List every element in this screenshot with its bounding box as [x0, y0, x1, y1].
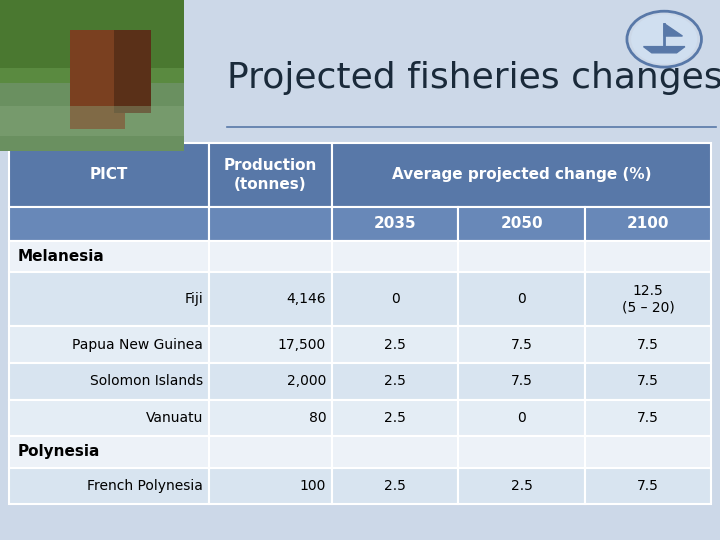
- Text: 2.5: 2.5: [384, 411, 406, 425]
- Circle shape: [631, 14, 698, 64]
- Bar: [209, 436, 332, 468]
- Text: 17,500: 17,500: [278, 338, 326, 352]
- Text: 2.5: 2.5: [384, 479, 406, 493]
- Bar: [9, 468, 209, 504]
- Bar: [0, 0, 184, 151]
- Bar: [585, 436, 711, 468]
- Text: Solomon Islands: Solomon Islands: [90, 374, 203, 388]
- Text: 2.5: 2.5: [384, 374, 406, 388]
- Bar: [332, 207, 459, 241]
- Bar: [9, 143, 209, 207]
- Bar: [209, 143, 332, 207]
- Text: 7.5: 7.5: [637, 338, 659, 352]
- Bar: [332, 241, 459, 272]
- Bar: [459, 363, 585, 400]
- Bar: [332, 326, 459, 363]
- Text: 2,000: 2,000: [287, 374, 326, 388]
- Text: 0: 0: [517, 411, 526, 425]
- Text: 7.5: 7.5: [637, 411, 659, 425]
- Bar: [9, 272, 209, 326]
- Text: 2035: 2035: [374, 217, 416, 231]
- Bar: [459, 241, 585, 272]
- Bar: [0, 0, 184, 68]
- Bar: [332, 468, 459, 504]
- Bar: [209, 272, 332, 326]
- Bar: [209, 326, 332, 363]
- Bar: [585, 272, 711, 326]
- Bar: [209, 400, 332, 436]
- Bar: [585, 241, 711, 272]
- Text: 4,146: 4,146: [287, 292, 326, 306]
- Bar: [9, 326, 209, 363]
- Bar: [0, 83, 184, 151]
- Bar: [70, 30, 125, 129]
- Text: Papua New Guinea: Papua New Guinea: [72, 338, 203, 352]
- Bar: [209, 241, 332, 272]
- Bar: [332, 143, 711, 207]
- Text: PICT: PICT: [89, 167, 128, 183]
- Bar: [459, 436, 585, 468]
- Text: Fiji: Fiji: [184, 292, 203, 306]
- Bar: [9, 207, 209, 241]
- Text: 2100: 2100: [627, 217, 670, 231]
- Text: 7.5: 7.5: [637, 479, 659, 493]
- Text: French Polynesia: French Polynesia: [87, 479, 203, 493]
- Bar: [9, 436, 209, 468]
- Bar: [459, 400, 585, 436]
- Text: Polynesia: Polynesia: [17, 444, 99, 460]
- Bar: [332, 363, 459, 400]
- Text: 80: 80: [308, 411, 326, 425]
- Bar: [332, 436, 459, 468]
- Text: 2.5: 2.5: [384, 338, 406, 352]
- Bar: [585, 207, 711, 241]
- Polygon shape: [644, 46, 685, 53]
- Bar: [9, 363, 209, 400]
- Text: Production
(tonnes): Production (tonnes): [224, 158, 317, 192]
- Polygon shape: [665, 24, 683, 36]
- Text: 7.5: 7.5: [510, 338, 533, 352]
- Bar: [332, 272, 459, 326]
- Bar: [209, 363, 332, 400]
- Text: Melanesia: Melanesia: [17, 249, 104, 264]
- Text: 7.5: 7.5: [510, 374, 533, 388]
- Bar: [585, 468, 711, 504]
- Bar: [585, 400, 711, 436]
- Bar: [585, 363, 711, 400]
- Bar: [9, 400, 209, 436]
- Text: Average projected change (%): Average projected change (%): [392, 167, 652, 183]
- Bar: [585, 326, 711, 363]
- Bar: [9, 241, 209, 272]
- Text: 100: 100: [300, 479, 326, 493]
- Text: 2050: 2050: [500, 217, 543, 231]
- Bar: [459, 468, 585, 504]
- Bar: [114, 30, 150, 113]
- Text: Projected fisheries changes: Projected fisheries changes: [227, 62, 720, 95]
- Bar: [459, 326, 585, 363]
- Bar: [332, 400, 459, 436]
- Bar: [209, 207, 332, 241]
- Text: 7.5: 7.5: [637, 374, 659, 388]
- Text: Vanuatu: Vanuatu: [145, 411, 203, 425]
- Text: 0: 0: [517, 292, 526, 306]
- Text: 0: 0: [391, 292, 400, 306]
- Bar: [0, 106, 184, 136]
- Text: 2.5: 2.5: [510, 479, 533, 493]
- Bar: [209, 468, 332, 504]
- Bar: [459, 207, 585, 241]
- Text: 12.5
(5 – 20): 12.5 (5 – 20): [622, 284, 675, 314]
- Bar: [459, 272, 585, 326]
